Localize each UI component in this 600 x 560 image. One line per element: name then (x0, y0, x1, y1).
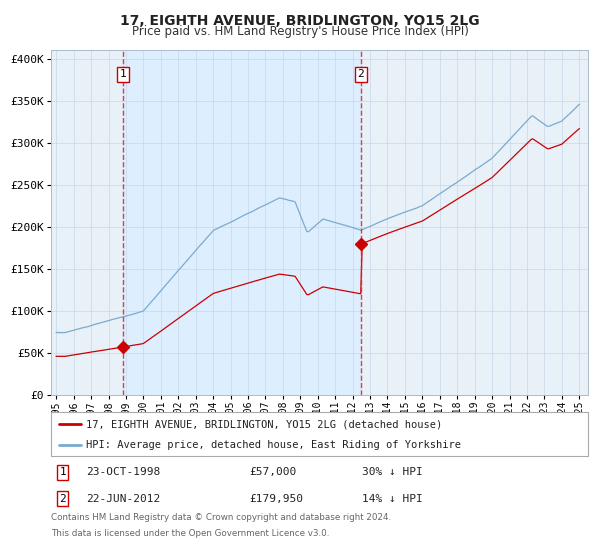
Text: 2: 2 (59, 494, 66, 503)
Text: 14% ↓ HPI: 14% ↓ HPI (362, 494, 423, 503)
Text: 30% ↓ HPI: 30% ↓ HPI (362, 468, 423, 477)
Text: This data is licensed under the Open Government Licence v3.0.: This data is licensed under the Open Gov… (51, 529, 329, 538)
Text: Contains HM Land Registry data © Crown copyright and database right 2024.: Contains HM Land Registry data © Crown c… (51, 513, 391, 522)
Text: 17, EIGHTH AVENUE, BRIDLINGTON, YO15 2LG: 17, EIGHTH AVENUE, BRIDLINGTON, YO15 2LG (120, 14, 480, 28)
Text: 22-JUN-2012: 22-JUN-2012 (86, 494, 160, 503)
Bar (122, 50, 361, 395)
Text: 1: 1 (119, 69, 126, 80)
Text: 2: 2 (358, 69, 364, 80)
Text: 17, EIGHTH AVENUE, BRIDLINGTON, YO15 2LG (detached house): 17, EIGHTH AVENUE, BRIDLINGTON, YO15 2LG… (86, 419, 442, 429)
Text: 23-OCT-1998: 23-OCT-1998 (86, 468, 160, 477)
Text: £179,950: £179,950 (250, 494, 304, 503)
Text: 1: 1 (59, 468, 66, 477)
Text: £57,000: £57,000 (250, 468, 297, 477)
Text: Price paid vs. HM Land Registry's House Price Index (HPI): Price paid vs. HM Land Registry's House … (131, 25, 469, 38)
Text: HPI: Average price, detached house, East Riding of Yorkshire: HPI: Average price, detached house, East… (86, 440, 461, 450)
